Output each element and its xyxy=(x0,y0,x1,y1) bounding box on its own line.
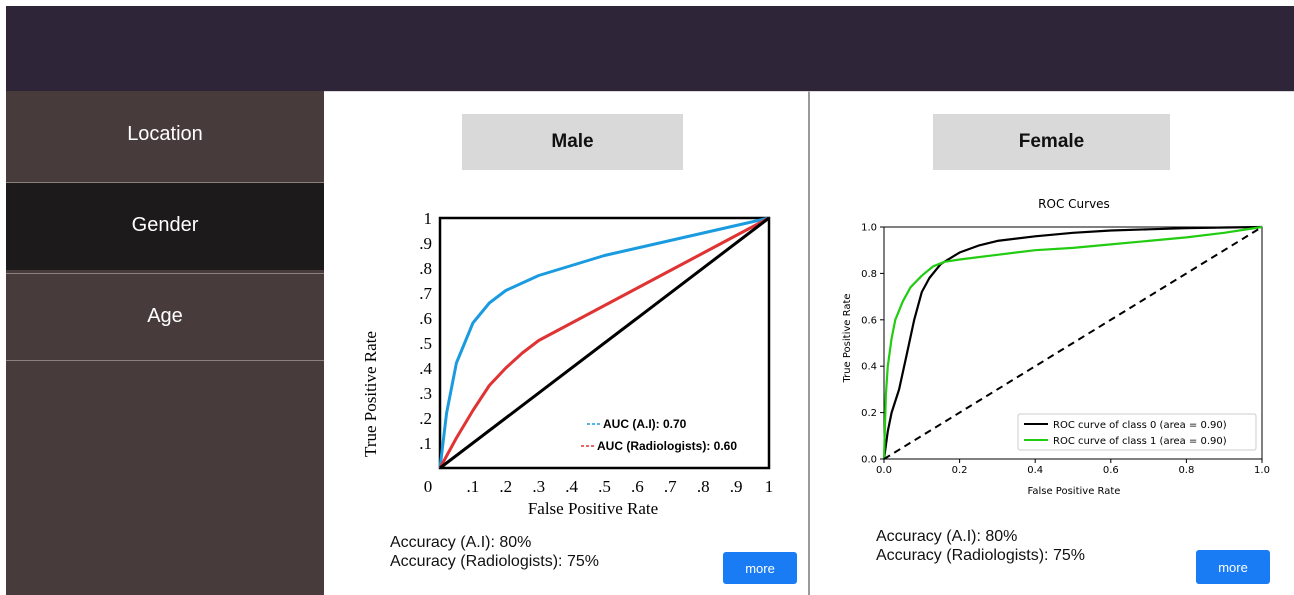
x-tick-label: .1 xyxy=(467,477,480,496)
x-tick-label: 0 xyxy=(424,477,433,496)
plot-frame xyxy=(438,216,771,470)
legend-label-ai: AUC (A.I): 0.70 xyxy=(603,417,687,431)
legend-label-class0: ROC curve of class 0 (area = 0.90) xyxy=(1053,420,1227,431)
accuracy-radiologists: Accuracy (Radiologists): 75% xyxy=(876,547,1085,564)
series-line-baseline xyxy=(439,216,770,470)
y-tick-label: .9 xyxy=(419,234,432,253)
y-tick-label: 0.8 xyxy=(861,269,877,280)
y-tick-label: .3 xyxy=(419,384,432,403)
legend-box xyxy=(1017,413,1257,451)
x-tick-label: .6 xyxy=(631,477,644,496)
y-tick-label: .6 xyxy=(419,309,432,328)
x-axis-label: False Positive Rate xyxy=(528,499,658,518)
x-axis-label: False Positive Rate xyxy=(1028,486,1121,497)
chart-title: ROC Curves xyxy=(1038,197,1110,211)
female-roc-chart: ROC Curves True Positive Rate False Posi… xyxy=(842,197,1270,497)
male-panel: Male True Positive Rate False Positive R… xyxy=(324,91,808,595)
series-line-baseline xyxy=(883,226,1263,460)
y-tick-label: .2 xyxy=(419,409,432,428)
more-button[interactable]: more xyxy=(723,552,797,584)
accuracy-ai: Accuracy (A.I): 80% xyxy=(390,534,532,551)
y-tick-label: 1.0 xyxy=(861,223,877,234)
y-axis-label: True Positive Rate xyxy=(361,331,380,457)
x-tick-label: .2 xyxy=(499,477,512,496)
y-tick-label: 0.0 xyxy=(861,455,877,466)
legend-label-class1: ROC curve of class 1 (area = 0.90) xyxy=(1053,436,1227,447)
plot-frame xyxy=(883,226,1263,460)
legend-label-radiologists: AUC (Radiologists): 0.60 xyxy=(597,439,737,453)
series-line-radiologists xyxy=(438,216,770,469)
header-bar xyxy=(6,6,1294,91)
y-tick-label: 0.2 xyxy=(861,408,877,419)
series-line-class1 xyxy=(882,225,1263,460)
accuracy-radiologists: Accuracy (Radiologists): 75% xyxy=(390,553,599,570)
accuracy-ai: Accuracy (A.I): 80% xyxy=(876,528,1018,545)
x-tick-label: .3 xyxy=(532,477,545,496)
series-line-class0 xyxy=(882,225,1263,460)
panel-title: Female xyxy=(933,114,1170,170)
panel-title: Male xyxy=(462,114,683,170)
y-tick-label: .4 xyxy=(419,359,432,378)
y-tick-label: 0.6 xyxy=(861,315,877,326)
more-button[interactable]: more xyxy=(1196,550,1270,584)
x-tick-label: 1.0 xyxy=(1254,465,1270,476)
sidebar-item-label: Location xyxy=(127,122,203,145)
x-tick-label: .9 xyxy=(730,477,743,496)
series-line-ai xyxy=(438,216,770,469)
x-tick-label: .5 xyxy=(598,477,611,496)
x-tick-label: 0.8 xyxy=(1178,465,1194,476)
sidebar: Location Gender Age xyxy=(6,91,324,595)
x-tick-label: .7 xyxy=(664,477,677,496)
x-tick-label: 0.0 xyxy=(876,465,892,476)
x-tick-label: 0.6 xyxy=(1103,465,1119,476)
sidebar-item-location[interactable]: Location xyxy=(6,91,324,179)
legend: AUC (A.I): 0.70 AUC (Radiologists): 0.60 xyxy=(581,417,737,453)
sidebar-item-label: Gender xyxy=(131,214,199,236)
y-tick-label: .8 xyxy=(419,259,432,278)
y-tick-label: .1 xyxy=(419,434,432,453)
y-tick-label: .7 xyxy=(419,284,432,303)
legend: ROC curve of class 0 (area = 0.90) ROC c… xyxy=(1017,413,1257,451)
y-axis-label: True Positive Rate xyxy=(842,293,853,383)
y-tick-label: 0.4 xyxy=(861,362,877,373)
male-roc-chart: True Positive Rate False Positive Rate 0… xyxy=(361,209,774,518)
sidebar-item-label: Age xyxy=(147,304,183,327)
female-panel: Female ROC Curves True Positive Rate Fal… xyxy=(808,91,1294,595)
x-tick-label: 1 xyxy=(765,477,774,496)
x-tick-label: .4 xyxy=(565,477,578,496)
sidebar-item-gender[interactable]: Gender xyxy=(6,182,324,270)
x-tick-label: 0.2 xyxy=(952,465,968,476)
x-tick-label: .8 xyxy=(697,477,710,496)
x-tick-label: 0.4 xyxy=(1027,465,1043,476)
y-tick-label: 1 xyxy=(424,209,433,228)
sidebar-item-age[interactable]: Age xyxy=(6,273,324,361)
y-tick-label: .5 xyxy=(419,334,432,353)
